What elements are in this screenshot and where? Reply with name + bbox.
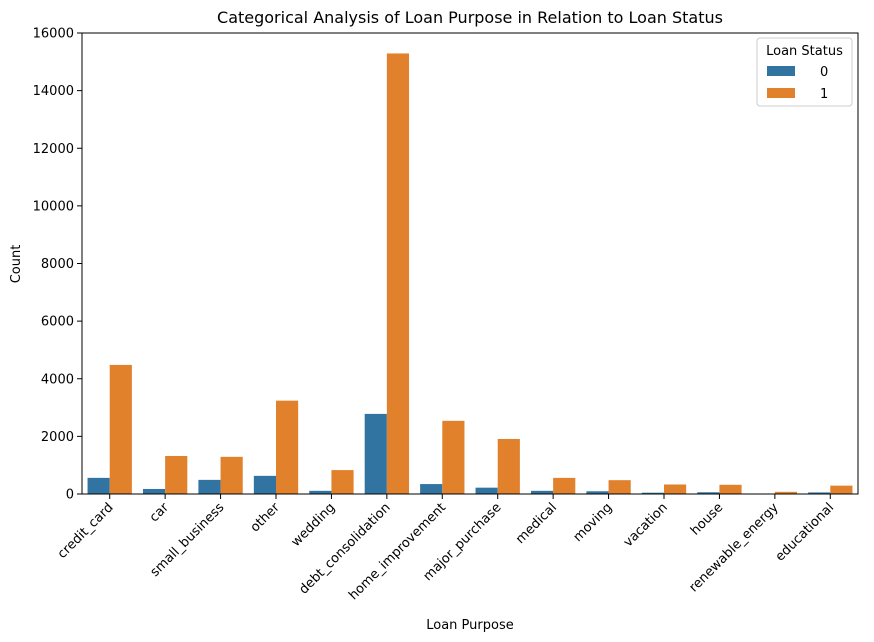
x-tick-label: vacation xyxy=(621,500,671,550)
bar-renewable_energy-status-1 xyxy=(774,491,798,494)
y-axis: 0 2000 4000 6000 8000 10000 12000 14000 16000 xyxy=(33,27,82,503)
x-tick-label: moving xyxy=(571,500,616,545)
x-tick-label: educational xyxy=(773,500,837,564)
bar-debt_consolidation-status-1 xyxy=(386,53,410,495)
legend-swatch-1 xyxy=(767,88,795,98)
bar-vacation-status-1 xyxy=(664,484,687,494)
x-tick-label: home_improvement xyxy=(346,500,449,603)
legend-label-1: 1 xyxy=(820,87,828,102)
y-tick-label: 12000 xyxy=(33,142,74,157)
bar-educational-status-0 xyxy=(808,492,831,494)
y-tick-label: 14000 xyxy=(33,84,74,99)
bar-house-status-0 xyxy=(697,492,720,494)
bar-debt_consolidation-status-0 xyxy=(364,413,387,494)
y-tick-label: 10000 xyxy=(33,199,74,214)
y-tick-label: 16000 xyxy=(33,27,74,42)
bar-house-status-1 xyxy=(719,484,742,494)
x-tick-label: car xyxy=(147,500,173,526)
bar-home_improvement-status-1 xyxy=(442,420,465,494)
x-tick-label: wedding xyxy=(289,500,339,550)
bar-wedding-status-0 xyxy=(309,490,332,494)
bar-medical-status-1 xyxy=(553,477,576,494)
y-tick-label: 8000 xyxy=(41,257,74,272)
bar-vacation-status-0 xyxy=(641,492,664,494)
bar-other-status-0 xyxy=(253,475,276,494)
legend-title: Loan Status xyxy=(766,44,843,59)
bar-medical-status-0 xyxy=(530,490,554,494)
x-tick-label: medical xyxy=(513,500,560,547)
bar-major_purchase-status-1 xyxy=(497,438,520,494)
bar-home_improvement-status-0 xyxy=(420,484,443,494)
bar-credit_card-status-0 xyxy=(87,477,110,494)
legend-label-0: 0 xyxy=(820,65,828,80)
bar-small_business-status-1 xyxy=(220,456,243,494)
y-axis-label: Count xyxy=(9,245,24,284)
plot-frame xyxy=(81,32,859,495)
legend: Loan Status 0 1 xyxy=(756,37,853,107)
y-tick-label: 6000 xyxy=(41,315,74,330)
bar-credit_card-status-1 xyxy=(109,364,132,494)
bar-moving-status-1 xyxy=(608,480,631,494)
chart-title: Categorical Analysis of Loan Purpose in … xyxy=(217,8,723,27)
bar-car-status-1 xyxy=(165,455,188,494)
bars-group xyxy=(87,53,853,495)
y-tick-label: 2000 xyxy=(41,430,74,445)
x-tick-label: debt_consolidation xyxy=(296,500,393,597)
y-tick-label: 0 xyxy=(66,488,74,503)
bar-small_business-status-0 xyxy=(198,479,221,494)
y-tick-label: 4000 xyxy=(41,372,74,387)
bar-car-status-0 xyxy=(142,488,166,494)
bar-wedding-status-1 xyxy=(331,470,354,494)
x-tick-label: other xyxy=(248,500,284,536)
bar-moving-status-0 xyxy=(586,491,609,494)
bar-major_purchase-status-0 xyxy=(475,487,498,494)
x-axis-label: Loan Purpose xyxy=(426,618,513,633)
bar-other-status-1 xyxy=(276,400,299,494)
bar-educational-status-1 xyxy=(830,485,853,494)
x-tick-label: house xyxy=(688,500,726,538)
legend-swatch-0 xyxy=(767,66,795,76)
x-tick-label: credit_card xyxy=(55,500,117,562)
